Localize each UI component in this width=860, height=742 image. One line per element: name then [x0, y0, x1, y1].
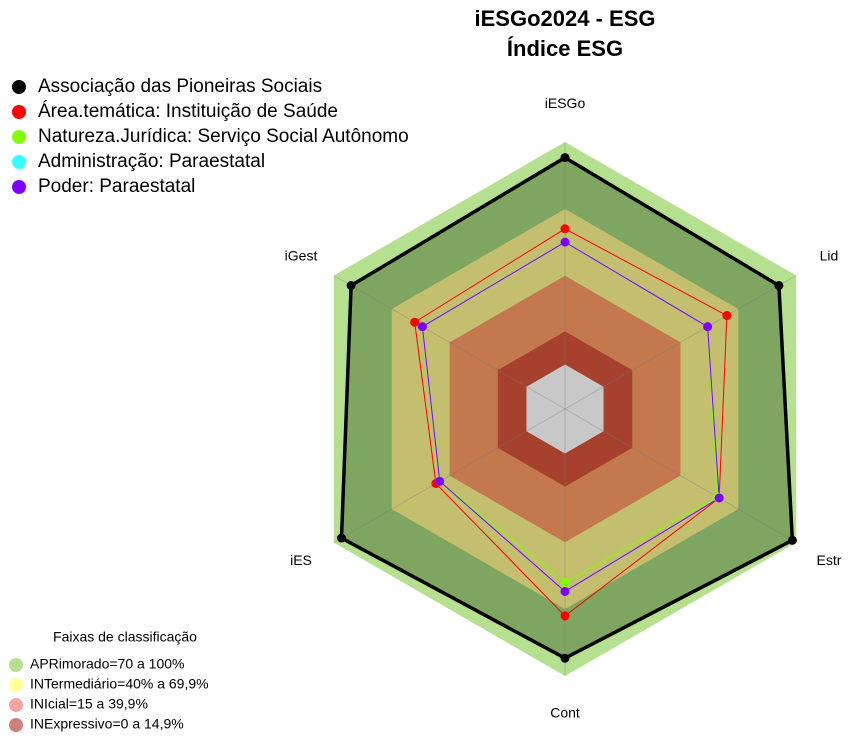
series-point	[560, 653, 570, 663]
legend-marker	[12, 180, 26, 194]
band-legend-marker	[9, 718, 23, 732]
series-point	[410, 317, 420, 327]
series-point	[336, 533, 346, 543]
series-point	[417, 322, 427, 332]
axis-label: Cont	[550, 705, 580, 721]
axis-label: Lid	[820, 247, 839, 263]
axis-label: iES	[290, 552, 312, 568]
series-point	[703, 322, 713, 332]
spoke	[333, 275, 566, 410]
band-legend-marker	[9, 698, 23, 712]
band-legend-marker	[9, 678, 23, 692]
series-point	[435, 476, 445, 486]
spoke	[564, 408, 797, 543]
legend-label: Poder: Paraestatal	[38, 176, 195, 197]
series-point	[560, 224, 570, 234]
legend-marker	[12, 105, 26, 119]
legend-label: Associação das Pioneiras Sociais	[38, 76, 322, 97]
band-legend-label: APRimorado=70 a 100%	[30, 656, 185, 672]
axis-label: iESGo	[545, 95, 586, 111]
spoke	[564, 275, 797, 410]
legend-marker	[12, 155, 26, 169]
series-point	[560, 578, 570, 588]
series-point	[560, 237, 570, 247]
series-point	[787, 535, 797, 545]
legend-label: Área.temática: Instituição de Saúde	[38, 101, 338, 122]
chart-subtitle: Índice ESG	[507, 36, 623, 61]
series-point	[560, 611, 570, 621]
band-floor	[526, 364, 604, 454]
chart-title: iESGo2024 - ESG	[475, 6, 656, 31]
series-point	[560, 153, 570, 163]
series-point	[714, 493, 724, 503]
band-legend-label: INExpressivo=0 a 14,9%	[30, 716, 184, 732]
spoke	[333, 408, 566, 543]
band-legend-marker	[9, 658, 23, 672]
legend-label: Natureza.Jurídica: Serviço Social Autôno…	[38, 126, 409, 147]
legend-marker	[12, 80, 26, 94]
bands-title: Faixas de classificação	[53, 629, 197, 645]
band-legend-label: INTermediário=40% a 69,9%	[30, 676, 209, 692]
series-point	[774, 281, 784, 291]
series-point	[560, 586, 570, 596]
series-point	[346, 281, 356, 291]
band-legend-label: INIcial=15 a 39,9%	[30, 696, 148, 712]
axis-label: iGest	[285, 247, 318, 263]
legend-label: Administração: Paraestatal	[38, 151, 265, 172]
series-point	[722, 311, 732, 321]
legend-marker	[12, 130, 26, 144]
axis-label: Estr	[817, 552, 842, 568]
